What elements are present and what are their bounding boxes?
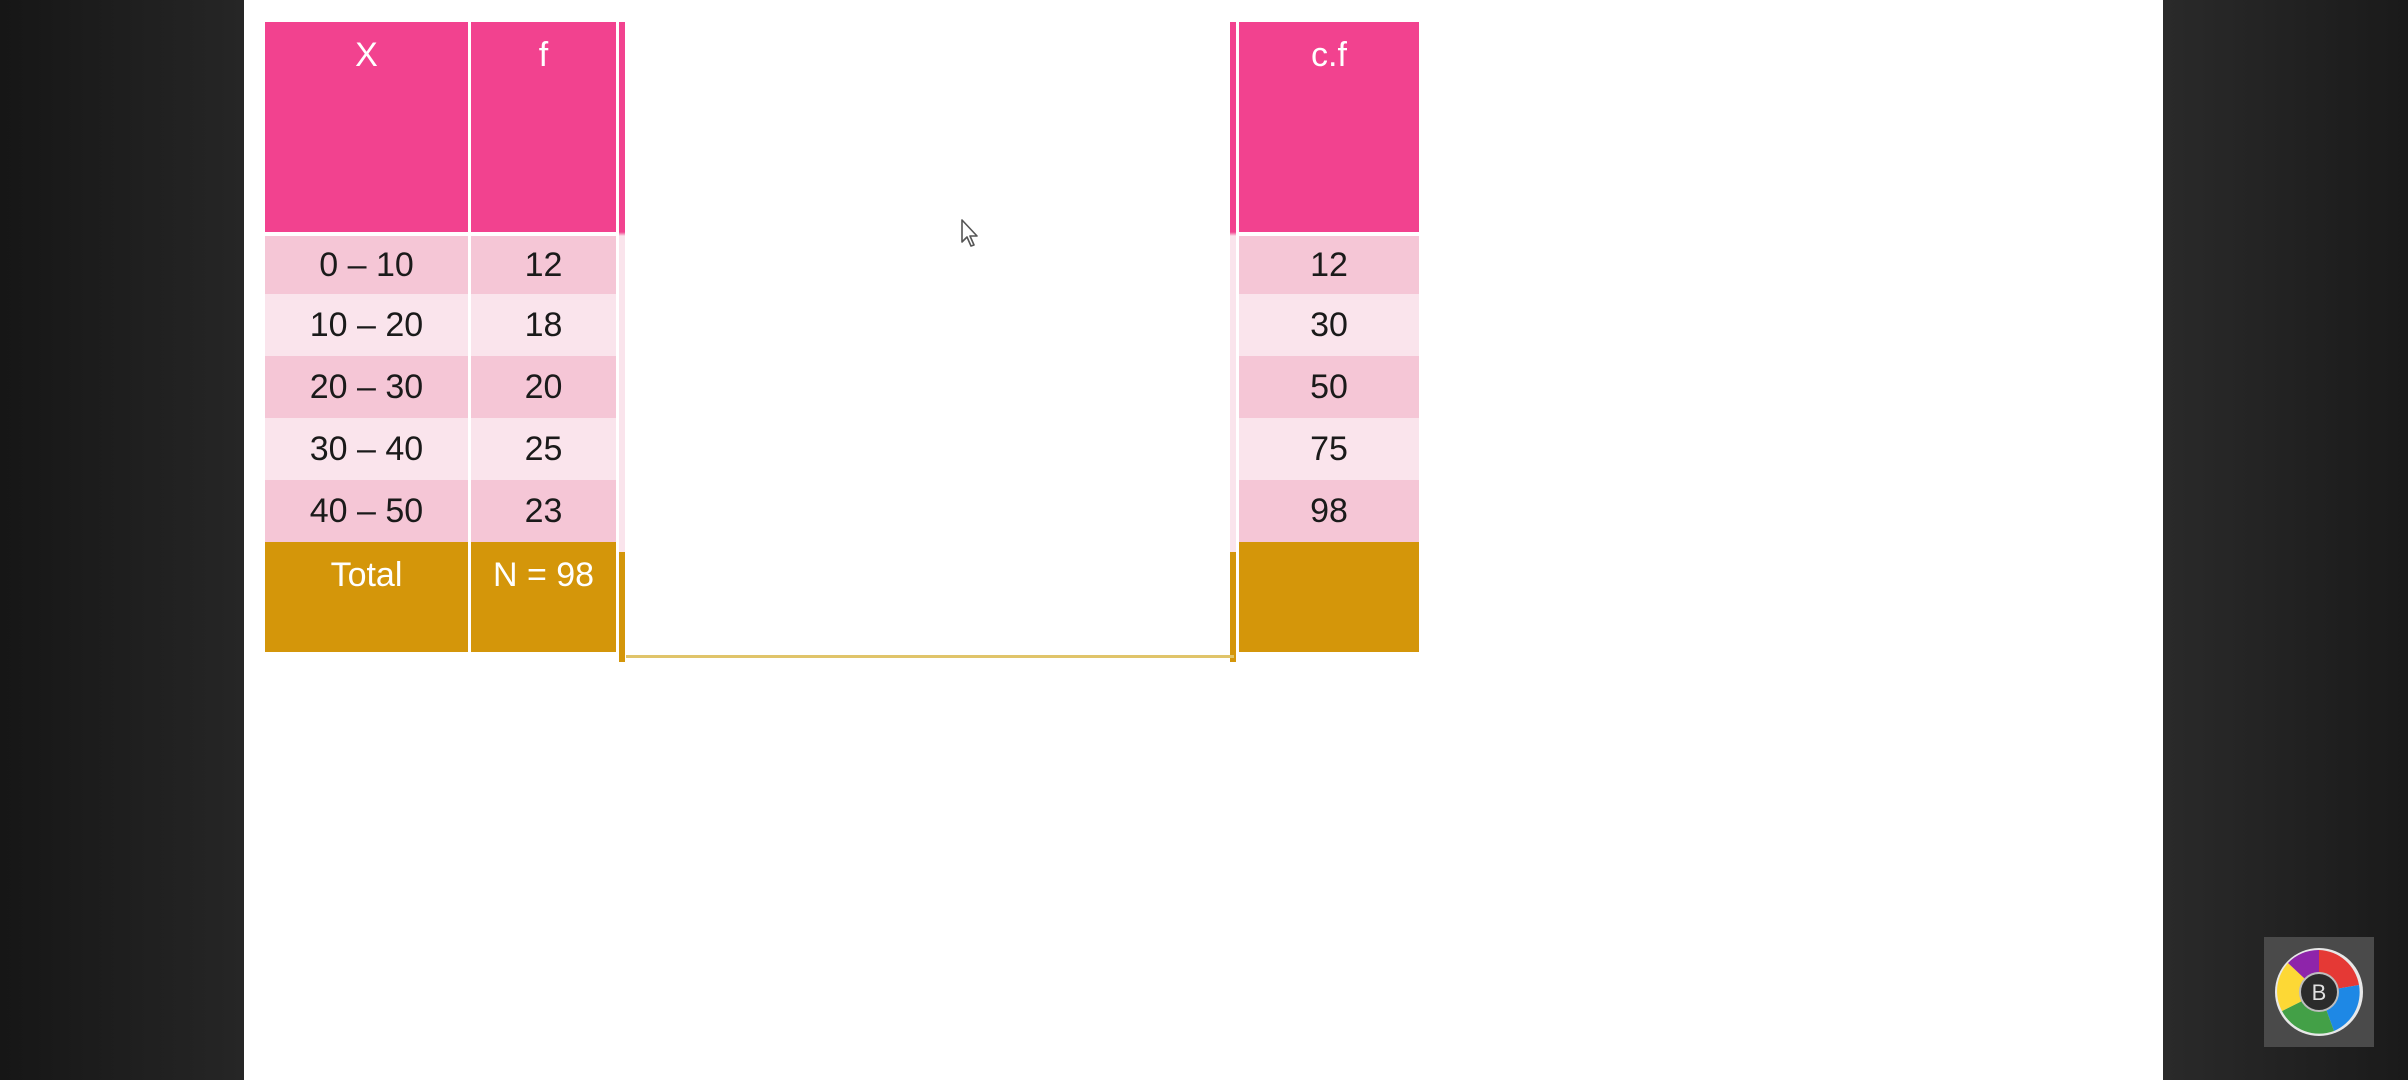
table-cell: 25: [471, 418, 616, 480]
table-cell: 12: [471, 232, 616, 294]
table-cell: 30: [1239, 294, 1419, 356]
total-cf: [1239, 542, 1419, 652]
logo-letter: B: [2312, 980, 2327, 1005]
column-x: X 0 – 10 10 – 20 20 – 30 30 – 40 40 – 50…: [265, 22, 468, 652]
table-bottom-edge: [626, 655, 1234, 658]
header-cf: c.f: [1239, 22, 1419, 232]
table-cell: 98: [1239, 480, 1419, 542]
header-x: X: [265, 22, 468, 232]
table-cell: 40 – 50: [265, 480, 468, 542]
total-f: N = 98: [471, 542, 616, 652]
column-f: f 12 18 20 25 23 N = 98: [471, 22, 616, 652]
hidden-column-edge: [1230, 22, 1236, 662]
table-cell: 75: [1239, 418, 1419, 480]
column-divider: [1236, 22, 1239, 662]
table-cell: 30 – 40: [265, 418, 468, 480]
letterbox-right: [2163, 0, 2408, 1080]
channel-logo-icon[interactable]: B: [2264, 937, 2374, 1047]
table-cell: 23: [471, 480, 616, 542]
column-divider: [616, 22, 619, 662]
column-divider: [468, 22, 471, 662]
table-cell: 10 – 20: [265, 294, 468, 356]
column-cf: c.f 12 30 50 75 98: [1239, 22, 1419, 652]
header-f: f: [471, 22, 616, 232]
table-cell: 20 – 30: [265, 356, 468, 418]
table-cell: 20: [471, 356, 616, 418]
total-label: Total: [265, 542, 468, 652]
table-cell: 18: [471, 294, 616, 356]
table-cell: 50: [1239, 356, 1419, 418]
mouse-cursor-icon: [961, 219, 978, 247]
table-cell: 12: [1239, 232, 1419, 294]
hidden-column-edge: [619, 22, 625, 662]
table-cell: 0 – 10: [265, 232, 468, 294]
letterbox-left: [0, 0, 244, 1080]
